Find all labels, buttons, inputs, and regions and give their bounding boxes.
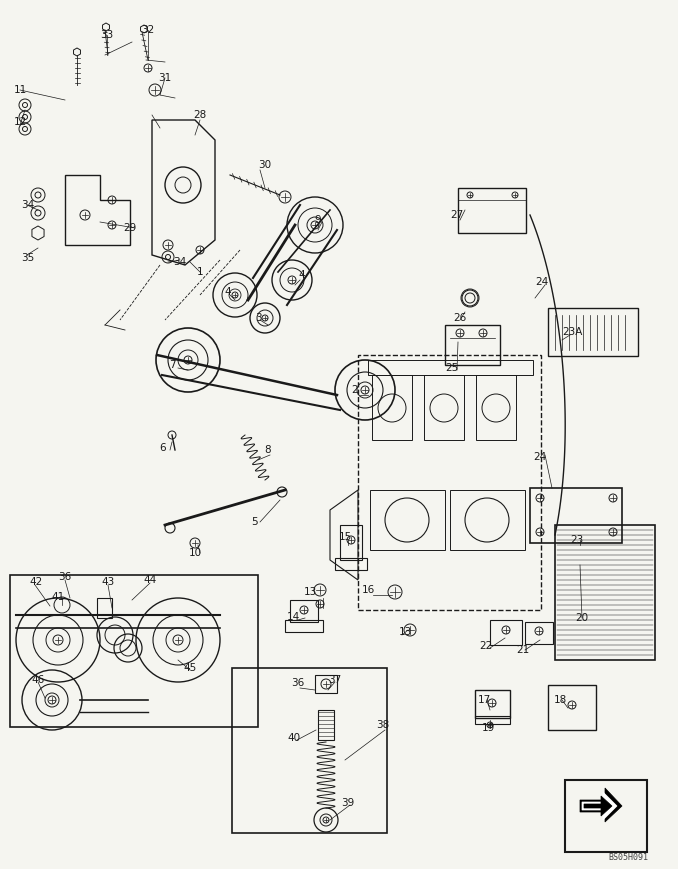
Bar <box>335 558 367 570</box>
Bar <box>530 488 622 543</box>
Text: 31: 31 <box>159 73 172 83</box>
Text: 28: 28 <box>193 110 207 120</box>
Bar <box>565 780 647 852</box>
Text: 45: 45 <box>183 663 197 673</box>
Text: 10: 10 <box>188 548 201 558</box>
Text: 18: 18 <box>553 695 567 705</box>
Text: 29: 29 <box>123 223 137 233</box>
Text: 24: 24 <box>536 277 549 287</box>
Text: 15: 15 <box>338 532 352 542</box>
Text: 1: 1 <box>197 267 203 277</box>
Text: 4: 4 <box>299 270 305 280</box>
Text: 19: 19 <box>481 723 495 733</box>
Text: 27: 27 <box>450 210 464 220</box>
Bar <box>285 620 323 632</box>
Text: 39: 39 <box>342 798 355 808</box>
Bar <box>10 575 258 727</box>
Text: 17: 17 <box>477 695 491 705</box>
Text: 13: 13 <box>399 627 412 637</box>
Bar <box>232 668 387 833</box>
Bar <box>315 675 337 693</box>
Text: 37: 37 <box>328 675 342 685</box>
Bar <box>475 716 510 724</box>
Bar <box>340 525 362 560</box>
Text: 32: 32 <box>142 25 155 35</box>
Text: 23: 23 <box>570 535 584 545</box>
Text: 12: 12 <box>14 117 26 127</box>
Text: 35: 35 <box>22 253 35 263</box>
Text: 34: 34 <box>22 200 35 210</box>
Bar <box>450 490 525 550</box>
Text: 9: 9 <box>315 215 321 225</box>
Bar <box>555 525 655 660</box>
Polygon shape <box>584 796 612 816</box>
Bar <box>368 360 533 375</box>
Polygon shape <box>580 788 622 822</box>
Text: 23A: 23A <box>562 327 582 337</box>
Text: 2: 2 <box>352 385 358 395</box>
Polygon shape <box>582 792 617 820</box>
Text: 21: 21 <box>517 645 530 655</box>
Bar <box>490 620 522 645</box>
Bar <box>318 710 334 740</box>
Text: 20: 20 <box>576 613 589 623</box>
Text: 26: 26 <box>454 313 466 323</box>
Bar <box>525 622 553 644</box>
Bar <box>476 375 516 440</box>
Text: 46: 46 <box>31 675 45 685</box>
Bar <box>372 375 412 440</box>
Bar <box>358 355 541 610</box>
Bar <box>445 325 500 365</box>
Bar <box>370 490 445 550</box>
Text: BS05H091: BS05H091 <box>608 853 648 862</box>
Text: 41: 41 <box>52 592 64 602</box>
Bar <box>97 598 112 618</box>
Text: 42: 42 <box>29 577 43 587</box>
Text: 22: 22 <box>479 641 493 651</box>
Text: 13: 13 <box>303 587 317 597</box>
Text: 38: 38 <box>376 720 390 730</box>
Text: 36: 36 <box>292 678 304 688</box>
Text: 4: 4 <box>224 287 231 297</box>
Bar <box>548 685 596 730</box>
Bar <box>548 308 638 356</box>
Text: 30: 30 <box>258 160 272 170</box>
Bar <box>290 600 318 622</box>
Bar <box>424 375 464 440</box>
Text: 3: 3 <box>255 313 261 323</box>
Text: 25: 25 <box>445 363 458 373</box>
Text: 24: 24 <box>534 452 546 462</box>
Text: 7: 7 <box>169 360 176 370</box>
Text: 43: 43 <box>102 577 115 587</box>
Text: 34: 34 <box>174 257 186 267</box>
Bar <box>475 690 510 718</box>
Text: 40: 40 <box>287 733 300 743</box>
Text: 16: 16 <box>361 585 375 595</box>
Bar <box>458 188 526 233</box>
Text: 6: 6 <box>160 443 166 453</box>
Text: 36: 36 <box>58 572 72 582</box>
Text: 33: 33 <box>100 30 114 40</box>
Text: 5: 5 <box>252 517 258 527</box>
Text: 11: 11 <box>14 85 26 95</box>
Text: 14: 14 <box>286 612 300 622</box>
Text: 8: 8 <box>264 445 271 455</box>
Text: 44: 44 <box>143 575 157 585</box>
